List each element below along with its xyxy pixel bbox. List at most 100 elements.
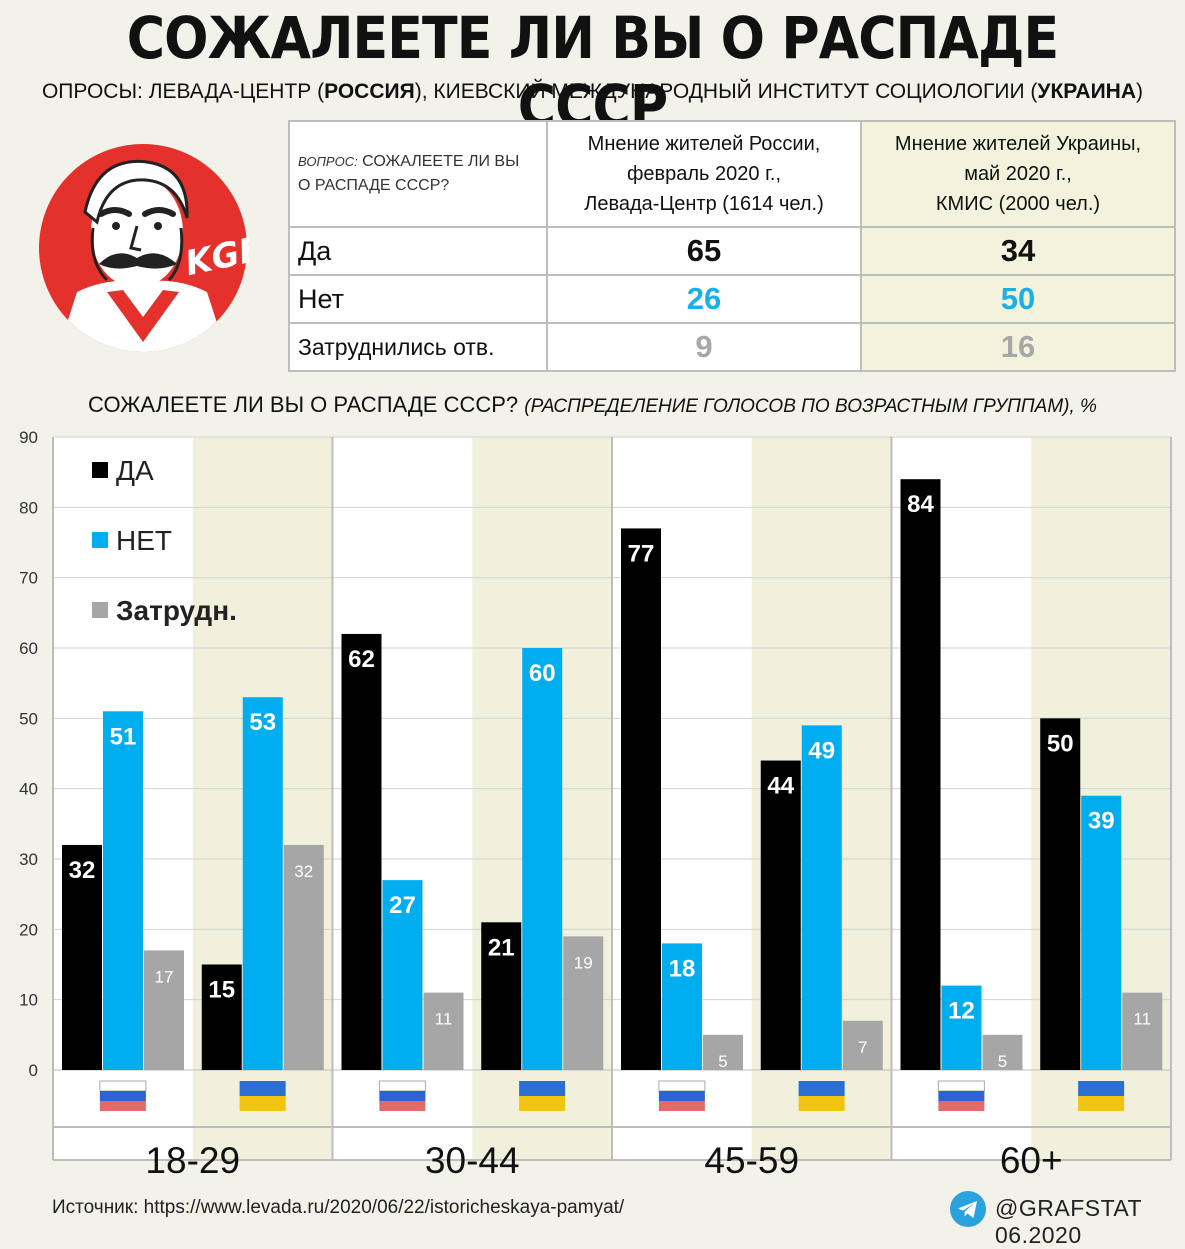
bar-hard [283, 844, 324, 1070]
kgb-logo: KGB [39, 144, 249, 352]
bar-no [242, 697, 283, 1070]
ukraine-flag [798, 1081, 845, 1096]
russia-flag [378, 1080, 426, 1092]
bar-value-label: 53 [249, 709, 276, 736]
russia-no-value: 26 [546, 274, 862, 324]
bar-value-label: 62 [348, 646, 375, 673]
russia-flag [938, 1101, 985, 1111]
bar-hard [563, 936, 604, 1070]
row-label: Затруднились отв. [288, 322, 548, 372]
bar-yes [62, 844, 102, 1070]
y-tick-label: 10 [19, 991, 38, 1010]
age-group-label: 18-29 [145, 1140, 240, 1181]
ukraine-yes-value: 34 [860, 226, 1176, 276]
y-tick-label: 50 [19, 709, 38, 728]
russia-hard-value: 9 [546, 322, 862, 372]
y-tick-label: 70 [19, 569, 38, 588]
ukraine-flag [519, 1081, 566, 1096]
bar-value-label: 50 [1047, 730, 1074, 757]
russia-flag [99, 1091, 146, 1101]
bar-value-label: 5 [718, 1052, 727, 1071]
bar-value-label: 27 [389, 892, 416, 919]
bar-yes [900, 479, 941, 1070]
bar-yes [1040, 718, 1081, 1070]
ukraine-flag [798, 1096, 845, 1111]
legend-swatch [92, 462, 108, 478]
bar-yes [201, 964, 242, 1070]
bar-value-label: 39 [1088, 808, 1115, 835]
age-group-label: 30-44 [425, 1140, 520, 1181]
bar-no [382, 880, 423, 1070]
bar-value-label: 32 [294, 862, 313, 881]
bar-value-label: 77 [628, 540, 655, 567]
y-tick-label: 60 [19, 639, 38, 658]
russia-flag [658, 1091, 705, 1101]
legend-swatch [92, 532, 108, 548]
y-tick-label: 0 [29, 1061, 38, 1080]
bar-value-label: 5 [998, 1052, 1007, 1071]
bar-value-label: 11 [435, 1010, 453, 1029]
bar-value-label: 44 [767, 773, 794, 800]
russia-flag [938, 1091, 985, 1101]
row-label: Нет [288, 274, 548, 324]
ukraine-flag [1078, 1096, 1125, 1111]
bar-hard [982, 1034, 1023, 1070]
bar-value-label: 49 [808, 737, 835, 764]
y-tick-label: 40 [19, 780, 38, 799]
russia-flag [658, 1101, 705, 1111]
russia-flag [99, 1101, 146, 1111]
bar-value-label: 32 [69, 857, 96, 884]
y-tick-label: 80 [19, 498, 38, 517]
ukraine-flag [239, 1081, 286, 1096]
summary-row-hard: Затруднились отв. 9 16 [288, 322, 1176, 372]
russia-flag [379, 1101, 426, 1111]
bar-hard [703, 1034, 743, 1070]
bar-no [522, 648, 563, 1070]
subtitle: ОПРОСЫ: ЛЕВАДА-ЦЕНТР (РОССИЯ), КИЕВСКИЙ … [41, 80, 1144, 103]
ukraine-flag [519, 1096, 566, 1111]
russia-flag [658, 1080, 706, 1092]
bar-no [801, 725, 842, 1070]
question-cell: ВОПРОС: СОЖАЛЕЕТЕ ЛИ ВЫ О РАСПАДЕ СССР? [288, 120, 548, 228]
bar-yes [341, 633, 382, 1070]
chart-title: СОЖАЛЕЕТЕ ЛИ ВЫ О РАСПАДЕ СССР? (РАСПРЕД… [88, 392, 1097, 417]
russia-flag [99, 1080, 147, 1092]
russia-header: Мнение жителей России, февраль 2020 г., Ле… [546, 120, 862, 228]
y-tick-label: 90 [19, 428, 38, 447]
row-label: Да [288, 226, 548, 276]
summary-row-yes: Да 65 34 [288, 226, 1176, 276]
legend-label: Затрудн. [116, 595, 237, 626]
source-note: Источник: https://www.levada.ru/2020/06/… [52, 1197, 625, 1218]
age-group-label: 60+ [1000, 1140, 1063, 1181]
subtitle-russia: РОССИЯ [324, 80, 415, 103]
bar-hard [842, 1020, 883, 1070]
bar-no [662, 943, 702, 1070]
bar-value-label: 11 [1133, 1010, 1151, 1029]
bar-value-label: 15 [208, 977, 235, 1004]
summary-header-row: ВОПРОС: СОЖАЛЕЕТЕ ЛИ ВЫ О РАСПАДЕ СССР? М… [288, 120, 1176, 228]
bar-value-label: 21 [488, 934, 515, 961]
ukraine-flag [1078, 1081, 1125, 1096]
bar-value-label: 60 [529, 660, 556, 687]
bar-value-label: 17 [155, 967, 174, 986]
legend-label: НЕТ [116, 525, 172, 556]
bar-value-label: 12 [948, 998, 975, 1025]
bar-value-label: 84 [907, 491, 934, 518]
ukraine-flag [239, 1096, 286, 1111]
bar-hard [1122, 992, 1163, 1070]
bar-yes [481, 922, 522, 1070]
ukraine-header: Мнение жителей Украины, май 2020 г., КМИС … [860, 120, 1176, 228]
y-tick-label: 30 [19, 850, 38, 869]
bar-hard [144, 950, 184, 1070]
bar-no [103, 711, 143, 1070]
russia-flag [379, 1091, 426, 1101]
bar-value-label: 19 [574, 953, 593, 972]
age-group-label: 45-59 [704, 1140, 799, 1181]
bar-no [1081, 795, 1122, 1070]
bar-yes [621, 528, 661, 1070]
bar-hard [423, 992, 464, 1070]
bar-yes [760, 760, 801, 1070]
russia-yes-value: 65 [546, 226, 862, 276]
telegram-icon [950, 1191, 986, 1227]
